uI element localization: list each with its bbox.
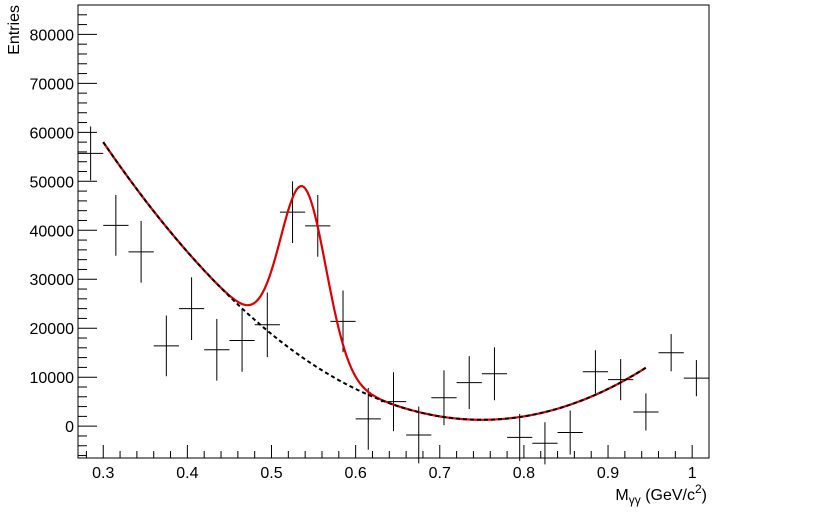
x-tick-label: 0.5 xyxy=(260,465,282,482)
x-axis-title-unit-close: ) xyxy=(702,487,707,504)
x-axis-title-superscript: 2 xyxy=(695,482,702,496)
plot-frame xyxy=(77,4,710,459)
curve-layer xyxy=(102,141,647,421)
data-point xyxy=(229,309,255,372)
data-point xyxy=(178,277,205,340)
y-tick-label: 20000 xyxy=(30,321,75,338)
x-axis-title-subscript: γγ xyxy=(629,493,641,507)
background-fit-curve xyxy=(102,141,647,421)
x-tick-label: 0.3 xyxy=(92,465,114,482)
x-tick-label: 0.7 xyxy=(429,465,451,482)
axes-layer: 0.3 0.4 0.5 0.6 0.7 0.8 0.9 1 0 10000 20000 30000 40… xyxy=(30,4,710,482)
data-point xyxy=(633,393,659,431)
x-tick-label: 0.6 xyxy=(345,465,367,482)
x-axis-title-unit: (GeV/c xyxy=(641,487,695,504)
data-point xyxy=(279,181,306,244)
y-tick-label: 50000 xyxy=(30,174,75,191)
data-point xyxy=(532,422,558,465)
data-point xyxy=(481,347,508,401)
y-tick-label: 60000 xyxy=(30,125,75,142)
data-point xyxy=(683,360,709,397)
data-point xyxy=(355,387,381,450)
x-tick-label: 1 xyxy=(688,465,697,482)
x-tick-label: 0.8 xyxy=(513,465,535,482)
y-tick-label: 80000 xyxy=(30,27,75,44)
y-tick-label: 40000 xyxy=(30,223,75,240)
data-point xyxy=(507,413,533,461)
data-point xyxy=(78,126,104,181)
data-point xyxy=(103,195,129,256)
data-point xyxy=(582,350,609,394)
y-tick-label: 70000 xyxy=(30,76,75,93)
data-point xyxy=(557,410,583,455)
total-fit-curve xyxy=(102,141,647,421)
y-tick-label: 10000 xyxy=(30,370,75,387)
y-tick-label: 30000 xyxy=(30,272,75,289)
y-tick-label: 0 xyxy=(65,419,74,436)
data-layer xyxy=(78,126,709,465)
y-axis-title: Entries xyxy=(6,5,23,55)
data-point xyxy=(204,318,230,381)
x-tick-label: 0.4 xyxy=(176,465,198,482)
data-point xyxy=(658,334,684,372)
x-axis-title-main: M xyxy=(615,487,628,504)
x-axis-title: Mγγ (GeV/c2) xyxy=(615,482,707,507)
data-point xyxy=(254,292,280,358)
data-point xyxy=(406,406,432,464)
data-point xyxy=(153,315,179,377)
data-point xyxy=(608,359,634,401)
data-point xyxy=(128,220,154,283)
data-point xyxy=(456,356,482,410)
x-tick-label: 0.9 xyxy=(597,465,619,482)
